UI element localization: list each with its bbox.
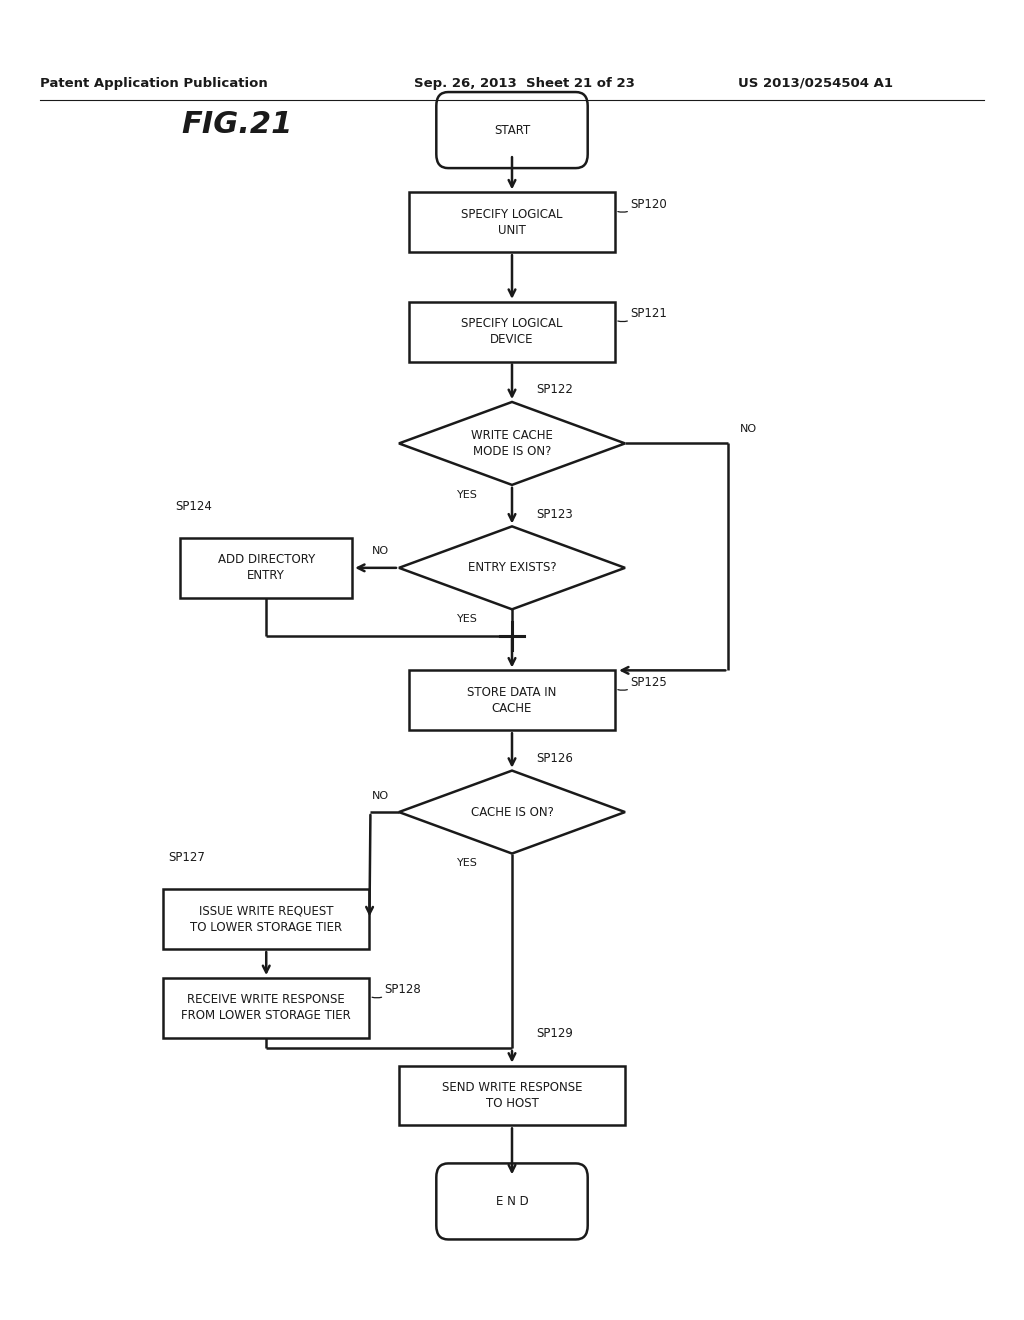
Polygon shape — [399, 771, 625, 854]
Polygon shape — [399, 527, 625, 610]
Text: NO: NO — [372, 791, 389, 800]
Text: SP125: SP125 — [630, 676, 667, 689]
Text: SP124: SP124 — [175, 499, 212, 512]
Text: Patent Application Publication: Patent Application Publication — [40, 77, 268, 90]
Text: SP123: SP123 — [537, 508, 573, 520]
Text: WRITE CACHE
MODE IS ON?: WRITE CACHE MODE IS ON? — [471, 429, 553, 458]
FancyBboxPatch shape — [409, 193, 615, 252]
FancyBboxPatch shape — [163, 890, 370, 949]
Text: SPECIFY LOGICAL
DEVICE: SPECIFY LOGICAL DEVICE — [461, 317, 563, 346]
Text: ENTRY EXISTS?: ENTRY EXISTS? — [468, 561, 556, 574]
Text: YES: YES — [458, 614, 478, 624]
FancyBboxPatch shape — [409, 671, 615, 730]
Text: STORE DATA IN
CACHE: STORE DATA IN CACHE — [467, 686, 557, 715]
FancyBboxPatch shape — [163, 978, 370, 1038]
Text: YES: YES — [458, 490, 478, 499]
Text: Sep. 26, 2013  Sheet 21 of 23: Sep. 26, 2013 Sheet 21 of 23 — [414, 77, 635, 90]
Text: FIG.21: FIG.21 — [181, 110, 293, 139]
Text: SP129: SP129 — [537, 1027, 573, 1040]
Text: RECEIVE WRITE RESPONSE
FROM LOWER STORAGE TIER: RECEIVE WRITE RESPONSE FROM LOWER STORAG… — [181, 994, 351, 1023]
Text: E N D: E N D — [496, 1195, 528, 1208]
Text: SP128: SP128 — [384, 983, 421, 997]
Text: START: START — [494, 124, 530, 136]
FancyBboxPatch shape — [409, 302, 615, 362]
FancyBboxPatch shape — [436, 1163, 588, 1239]
Text: ISSUE WRITE REQUEST
TO LOWER STORAGE TIER: ISSUE WRITE REQUEST TO LOWER STORAGE TIE… — [190, 904, 342, 933]
Text: US 2013/0254504 A1: US 2013/0254504 A1 — [738, 77, 893, 90]
Text: ADD DIRECTORY
ENTRY: ADD DIRECTORY ENTRY — [218, 553, 314, 582]
FancyBboxPatch shape — [399, 1065, 625, 1126]
Text: NO: NO — [372, 546, 389, 556]
FancyBboxPatch shape — [436, 92, 588, 168]
Text: YES: YES — [458, 858, 478, 869]
Polygon shape — [399, 403, 625, 484]
Text: SP126: SP126 — [537, 752, 573, 764]
Text: NO: NO — [740, 424, 757, 434]
Text: SPECIFY LOGICAL
UNIT: SPECIFY LOGICAL UNIT — [461, 207, 563, 236]
Text: SEND WRITE RESPONSE
TO HOST: SEND WRITE RESPONSE TO HOST — [441, 1081, 583, 1110]
Text: SP121: SP121 — [630, 308, 667, 321]
Text: SP127: SP127 — [168, 851, 205, 863]
Text: SP122: SP122 — [537, 383, 573, 396]
Text: CACHE IS ON?: CACHE IS ON? — [471, 805, 553, 818]
FancyBboxPatch shape — [180, 537, 352, 598]
Text: SP120: SP120 — [630, 198, 667, 211]
